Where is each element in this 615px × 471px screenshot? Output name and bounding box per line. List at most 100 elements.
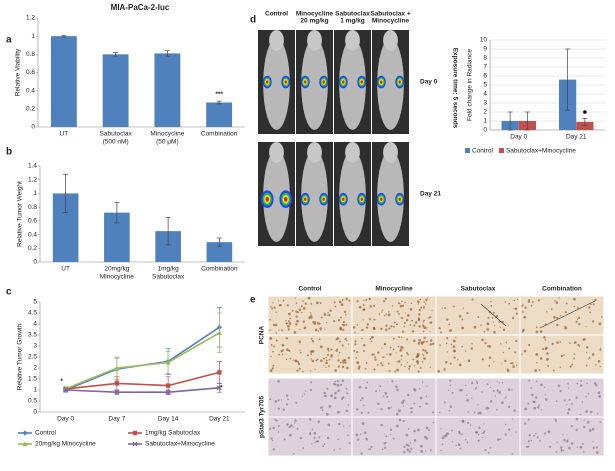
stain-dot (361, 328, 364, 332)
stain-dot (588, 356, 591, 359)
stain-dot (328, 358, 331, 361)
stain-dot (392, 437, 395, 440)
stain-dot (349, 425, 351, 427)
y-tick-label: 6 (483, 73, 487, 80)
stain-dot (287, 398, 289, 401)
stain-dot (348, 442, 351, 445)
stain-dot (487, 451, 490, 454)
stain-dot (317, 420, 320, 424)
stain-dot (597, 391, 601, 395)
error-bar (61, 34, 67, 38)
stain-dot (593, 382, 597, 385)
stain-dot (387, 313, 391, 317)
stain-dot (539, 330, 543, 333)
stain-dot (391, 305, 394, 307)
stain-dot (425, 303, 427, 305)
y-tick-label: 5 (483, 82, 487, 89)
stain-dot (596, 413, 599, 415)
stain-dot (536, 436, 539, 439)
stain-dot (573, 353, 576, 355)
stain-dot (504, 423, 507, 426)
stain-dot (594, 298, 597, 302)
stain-dot (330, 355, 333, 358)
stain-dot (446, 432, 449, 435)
signal-blob (380, 197, 383, 201)
stain-dot (329, 309, 332, 312)
stain-dot (336, 348, 338, 351)
stain-dot (289, 317, 291, 320)
stain-dot (366, 381, 369, 384)
stain-dot (322, 445, 325, 448)
mouse-body (263, 38, 290, 130)
stain-dot (554, 418, 557, 421)
stain-dot (444, 307, 446, 309)
stain-dot (361, 397, 364, 400)
stain-dot (495, 314, 498, 318)
stain-dot (309, 431, 312, 434)
stain-dot (477, 412, 480, 415)
stain-dot (464, 350, 467, 352)
stain-dot (573, 297, 576, 301)
stain-dot (567, 408, 571, 411)
stain-dot (398, 418, 402, 422)
stain-dot (420, 306, 423, 309)
stain-dot (407, 428, 410, 430)
y-tick-label: 0.6 (26, 69, 35, 76)
signal-blob (322, 80, 325, 84)
stain-dot (269, 329, 271, 332)
stain-dot (535, 353, 539, 356)
stain-dot (447, 389, 450, 391)
stain-dot (496, 408, 498, 411)
stain-dot (481, 436, 484, 439)
stain-dot (419, 405, 422, 408)
stain-dot (429, 330, 431, 333)
stain-dot (573, 357, 575, 360)
stain-dot (557, 384, 561, 388)
stain-dot (294, 297, 296, 299)
stain-dot (423, 357, 426, 360)
stain-dot (481, 432, 483, 435)
marker (165, 359, 171, 365)
stain-dot (480, 324, 482, 326)
stain-dot (406, 351, 409, 354)
stain-dot (453, 356, 456, 359)
stain-dot (559, 315, 561, 317)
y-tick-label: 1 (33, 387, 37, 394)
stain-dot (537, 299, 541, 302)
stain-dot (533, 406, 537, 410)
stain-dot (388, 327, 391, 330)
signal-blob (398, 80, 401, 84)
panel-label: c (6, 287, 12, 298)
stain-dot (511, 453, 514, 455)
stain-dot (569, 365, 572, 368)
stain-dot (581, 401, 584, 403)
stain-dot (440, 449, 442, 452)
stain-dot (461, 345, 464, 348)
stain-dot (384, 297, 387, 300)
annotation: *** (215, 91, 223, 98)
stain-dot (398, 409, 401, 412)
stain-dot (402, 419, 405, 423)
stain-dot (581, 443, 584, 445)
stain-dot (543, 386, 545, 389)
marker (22, 430, 28, 436)
stain-dot (559, 366, 562, 368)
stain-dot (304, 302, 307, 305)
stain-dot (289, 357, 292, 360)
stain-dot (577, 316, 581, 319)
stain-dot (333, 449, 336, 451)
histology-image (268, 335, 352, 374)
stain-dot (303, 326, 307, 330)
stain-dot (563, 354, 565, 356)
x-tick-label: Day 21 (209, 416, 230, 423)
stain-dot (339, 326, 343, 330)
y-tick-label: 0 (31, 124, 35, 131)
stain-dot (299, 436, 303, 440)
stain-dot (524, 422, 527, 425)
stain-dot (328, 365, 330, 368)
column-header: Minocycline (296, 11, 334, 18)
y-tick-label: 0.2 (26, 106, 35, 113)
stain-dot (577, 343, 580, 347)
x-tick-label: (50 μM) (156, 139, 179, 146)
stain-dot (403, 451, 406, 454)
